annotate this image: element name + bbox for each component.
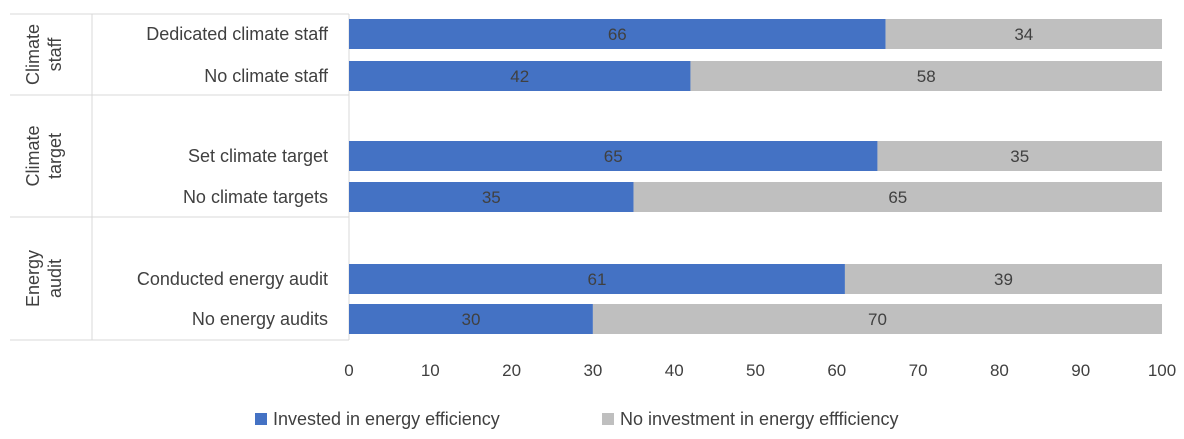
group-label-line: Climate [23, 24, 43, 85]
x-tick-label: 40 [665, 361, 684, 380]
group-label: Climate target [23, 125, 65, 186]
legend-swatch-invested [255, 413, 267, 425]
x-axis-ticks: 0 10 20 30 40 50 60 70 80 90 100 [344, 361, 1176, 380]
data-label: 65 [604, 147, 623, 166]
bar-no-investment [885, 19, 1162, 49]
category-label: Set climate target [188, 146, 328, 166]
bar-invested [349, 141, 878, 171]
category-label: No climate targets [183, 187, 328, 207]
category-label: Conducted energy audit [137, 269, 328, 289]
bar-invested [349, 264, 845, 294]
x-tick-label: 10 [421, 361, 440, 380]
bar-invested [349, 19, 886, 49]
x-tick-label: 80 [990, 361, 1009, 380]
legend: Invested in energy efficiency No investme… [255, 409, 898, 429]
legend-label: Invested in energy efficiency [273, 409, 500, 429]
data-label: 61 [588, 270, 607, 289]
data-label: 66 [608, 25, 627, 44]
group-label-line: Energy [23, 250, 43, 307]
data-label: 35 [1010, 147, 1029, 166]
x-tick-label: 0 [344, 361, 353, 380]
bar-no-investment [690, 61, 1162, 91]
group-label-line: staff [45, 37, 65, 72]
bar-invested [349, 182, 634, 212]
category-label: No climate staff [204, 66, 329, 86]
x-tick-label: 30 [583, 361, 602, 380]
x-tick-label: 60 [827, 361, 846, 380]
group-label: Energy audit [23, 250, 65, 307]
x-tick-label: 100 [1148, 361, 1176, 380]
bar-no-investment [633, 182, 1162, 212]
category-label: No energy audits [192, 309, 328, 329]
group-label-line: Climate [23, 125, 43, 186]
x-tick-label: 20 [502, 361, 521, 380]
category-labels: Dedicated climate staff No climate staff S… [137, 24, 329, 329]
data-label: 30 [461, 310, 480, 329]
bar-invested [349, 61, 691, 91]
x-tick-label: 70 [909, 361, 928, 380]
data-label: 34 [1014, 25, 1033, 44]
bars: 66 34 42 58 65 35 35 65 61 39 30 70 [349, 19, 1162, 334]
bar-no-investment [844, 264, 1162, 294]
group-label-line: target [45, 133, 65, 179]
data-label: 42 [510, 67, 529, 86]
legend-label: No investment in energy effficiency [620, 409, 898, 429]
group-label: Climate staff [23, 24, 65, 85]
legend-swatch-no-investment [602, 413, 614, 425]
bar-no-investment [877, 141, 1162, 171]
category-label: Dedicated climate staff [146, 24, 329, 44]
x-tick-label: 90 [1071, 361, 1090, 380]
bar-no-investment [592, 304, 1162, 334]
x-tick-label: 50 [746, 361, 765, 380]
group-label-line: audit [45, 259, 65, 298]
bar-invested [349, 304, 593, 334]
data-label: 35 [482, 188, 501, 207]
data-label: 39 [994, 270, 1013, 289]
data-label: 58 [917, 67, 936, 86]
data-label: 65 [888, 188, 907, 207]
data-label: 70 [868, 310, 887, 329]
